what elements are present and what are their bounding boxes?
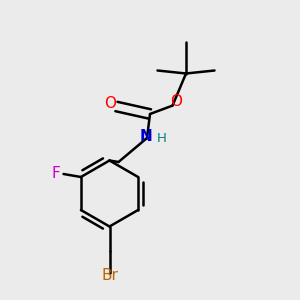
Text: O: O <box>104 96 116 111</box>
Text: F: F <box>52 166 61 181</box>
Text: O: O <box>170 94 182 109</box>
Text: N: N <box>140 129 153 144</box>
Text: Br: Br <box>102 268 118 284</box>
Text: H: H <box>157 132 167 145</box>
